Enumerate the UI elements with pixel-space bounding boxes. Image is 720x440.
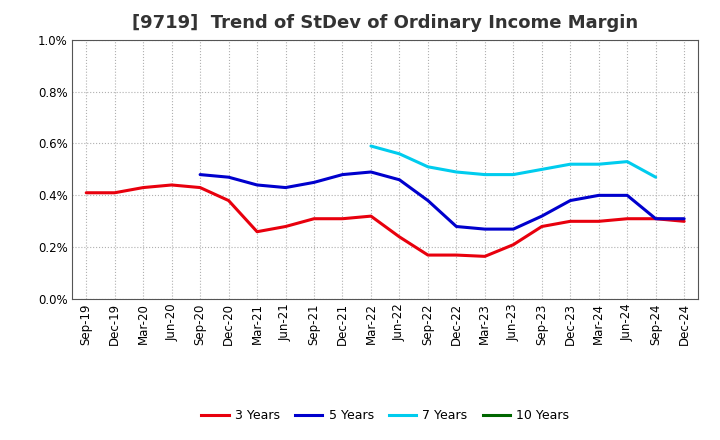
3 Years xyxy=(652,216,660,221)
3 Years xyxy=(139,185,148,190)
5 Years xyxy=(423,198,432,203)
7 Years xyxy=(423,164,432,169)
5 Years xyxy=(452,224,461,229)
Legend: 3 Years, 5 Years, 7 Years, 10 Years: 3 Years, 5 Years, 7 Years, 10 Years xyxy=(196,404,575,427)
7 Years xyxy=(623,159,631,164)
5 Years xyxy=(652,216,660,221)
Title: [9719]  Trend of StDev of Ordinary Income Margin: [9719] Trend of StDev of Ordinary Income… xyxy=(132,15,638,33)
5 Years xyxy=(623,193,631,198)
3 Years xyxy=(110,190,119,195)
5 Years xyxy=(338,172,347,177)
Line: 3 Years: 3 Years xyxy=(86,185,684,257)
3 Years xyxy=(253,229,261,235)
5 Years xyxy=(282,185,290,190)
5 Years xyxy=(366,169,375,175)
5 Years xyxy=(566,198,575,203)
Line: 7 Years: 7 Years xyxy=(371,146,656,177)
7 Years xyxy=(366,143,375,149)
5 Years xyxy=(225,175,233,180)
7 Years xyxy=(452,169,461,175)
Line: 5 Years: 5 Years xyxy=(200,172,684,229)
3 Years xyxy=(566,219,575,224)
7 Years xyxy=(566,161,575,167)
7 Years xyxy=(395,151,404,157)
3 Years xyxy=(366,213,375,219)
7 Years xyxy=(652,175,660,180)
5 Years xyxy=(310,180,318,185)
3 Years xyxy=(623,216,631,221)
3 Years xyxy=(82,190,91,195)
5 Years xyxy=(680,216,688,221)
3 Years xyxy=(452,253,461,258)
3 Years xyxy=(225,198,233,203)
3 Years xyxy=(167,182,176,187)
3 Years xyxy=(595,219,603,224)
7 Years xyxy=(595,161,603,167)
5 Years xyxy=(196,172,204,177)
3 Years xyxy=(680,219,688,224)
5 Years xyxy=(595,193,603,198)
5 Years xyxy=(480,227,489,232)
5 Years xyxy=(537,213,546,219)
3 Years xyxy=(310,216,318,221)
3 Years xyxy=(196,185,204,190)
3 Years xyxy=(509,242,518,247)
5 Years xyxy=(395,177,404,183)
3 Years xyxy=(338,216,347,221)
7 Years xyxy=(537,167,546,172)
5 Years xyxy=(509,227,518,232)
3 Years xyxy=(480,254,489,259)
3 Years xyxy=(537,224,546,229)
3 Years xyxy=(282,224,290,229)
7 Years xyxy=(480,172,489,177)
3 Years xyxy=(423,253,432,258)
7 Years xyxy=(509,172,518,177)
3 Years xyxy=(395,234,404,239)
5 Years xyxy=(253,182,261,187)
